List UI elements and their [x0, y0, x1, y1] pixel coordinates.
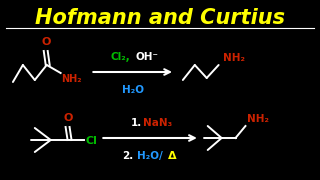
- Text: 2.: 2.: [123, 151, 134, 161]
- Text: Hofmann and Curtius: Hofmann and Curtius: [35, 8, 285, 28]
- Text: NH₂: NH₂: [62, 74, 82, 84]
- Text: O: O: [41, 37, 51, 47]
- Text: H₂O/: H₂O/: [137, 151, 163, 161]
- Text: NH₂: NH₂: [223, 53, 244, 63]
- Text: OH⁻: OH⁻: [135, 52, 158, 62]
- Text: H₂O: H₂O: [122, 85, 144, 95]
- Text: 1.: 1.: [131, 118, 142, 128]
- Text: NH₂: NH₂: [247, 114, 269, 124]
- Text: NaN₃: NaN₃: [143, 118, 172, 128]
- Text: O: O: [64, 113, 73, 123]
- Text: Δ: Δ: [168, 151, 176, 161]
- Text: Cl₂,: Cl₂,: [111, 52, 131, 62]
- Text: Cl: Cl: [85, 136, 97, 146]
